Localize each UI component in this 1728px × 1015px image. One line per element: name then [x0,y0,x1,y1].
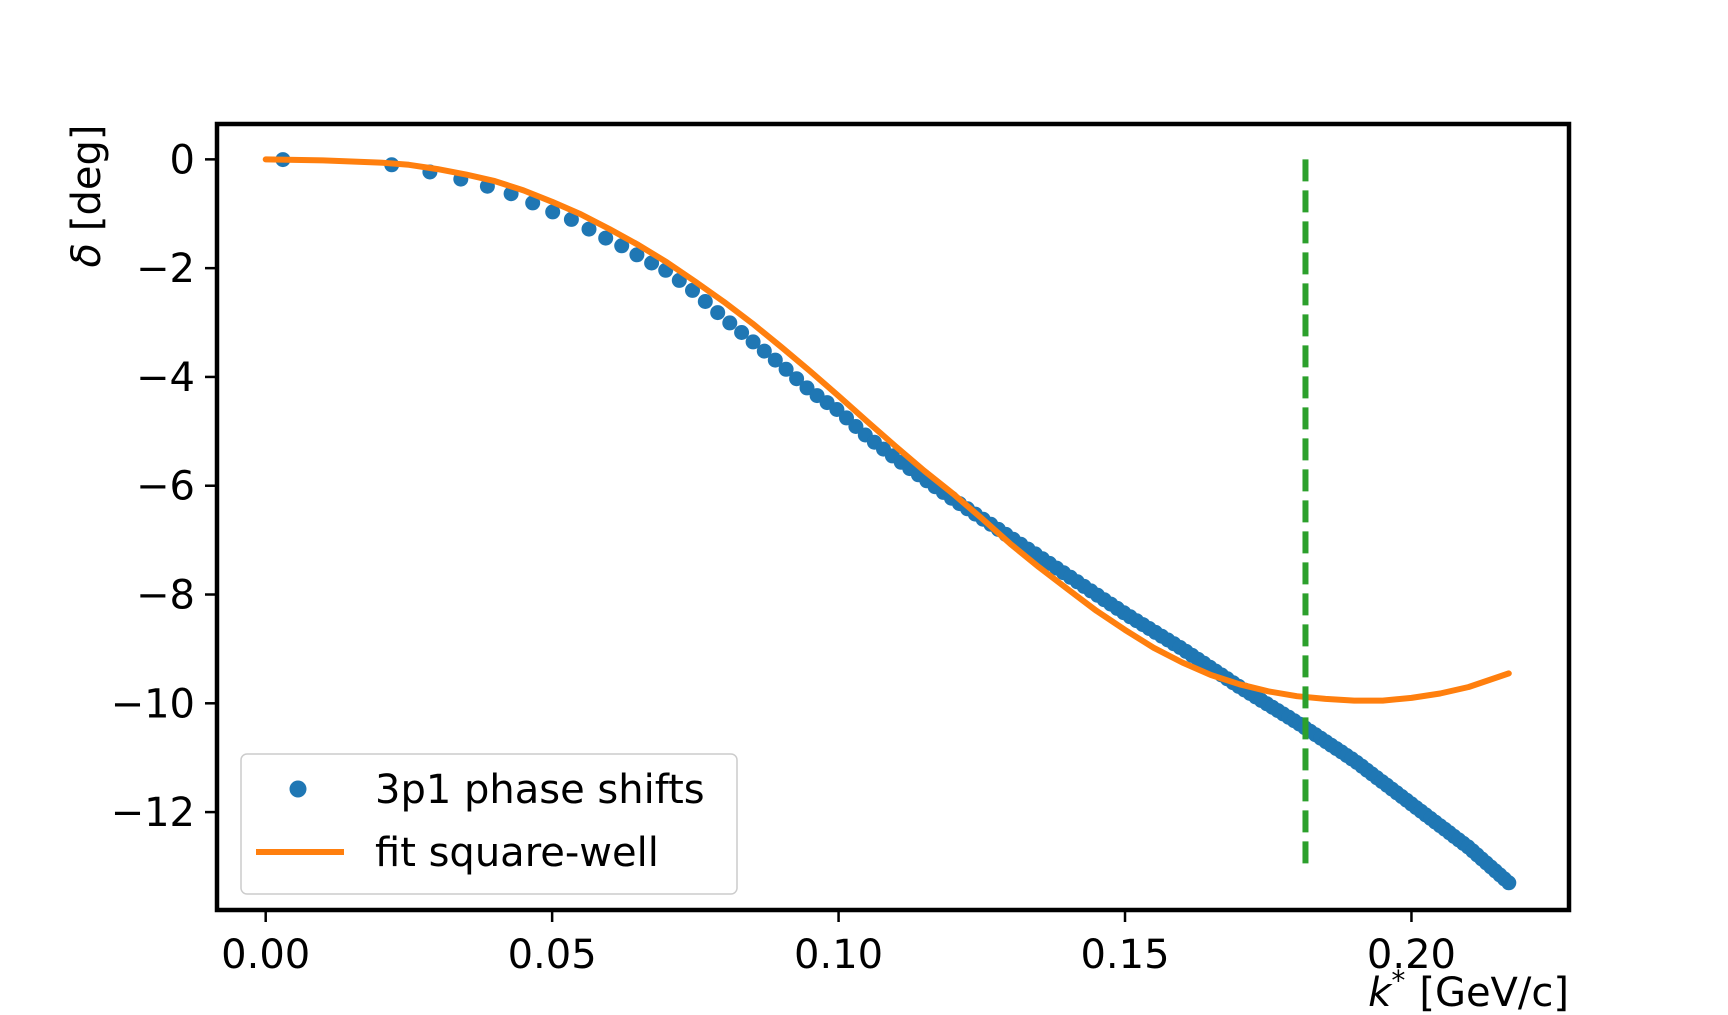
x-tick-label: 0.05 [508,932,597,978]
x-tick-label: 0.00 [221,932,310,978]
y-tick-label: −6 [136,464,195,510]
data-point [710,305,726,321]
y-tick-label: −8 [136,573,195,619]
y-tick-label: −2 [136,246,195,292]
y-tick-label: −10 [111,681,195,727]
x-axis-label-symbol: k [1368,970,1393,1015]
data-point [545,204,561,220]
y-tick-label: −12 [111,790,195,836]
x-axis-label-unit: [GeV/c] [1419,970,1569,1015]
data-point [563,211,579,227]
y-axis-label-symbol: δ [64,243,110,267]
y-tick-label: −4 [136,355,195,401]
x-tick-label: 0.15 [1080,932,1169,978]
y-tick-label: 0 [170,137,195,183]
series-fit-square-well-line [262,156,1512,704]
series-layer [262,152,1517,891]
legend-label-scatter: 3p1 phase shifts [375,767,705,813]
legend-marker-scatter [289,780,307,798]
data-point [644,255,660,271]
x-axis: 0.00 0.05 0.10 0.15 0.20 [221,910,1456,978]
data-point [525,195,541,211]
y-axis: 0 −2 −4 −6 −8 −10 −12 [111,137,217,836]
axes-frame [214,121,1572,913]
data-point [745,334,761,350]
data-point [789,371,805,387]
x-tick-label: 0.10 [794,932,883,978]
data-point [1501,875,1517,891]
data-point [697,294,713,309]
data-point [778,361,794,377]
legend-label-line: fit square-well [375,830,659,876]
y-axis-label-unit: [deg] [64,124,110,231]
data-point [581,221,597,237]
data-point [598,230,614,246]
legend-box [240,753,738,895]
y-axis-label: δ [deg] [64,124,110,267]
data-point [722,315,738,331]
data-point [685,282,700,298]
data-point [734,325,750,340]
x-tick-label: 0.20 [1367,932,1456,978]
data-point [629,247,645,263]
legend: 3p1 phase shifts fit square-well [240,753,738,895]
data-point [614,238,630,254]
x-axis-label: k* [GeV/c] [1368,964,1569,1015]
x-axis-label-superscript: * [1391,964,1405,997]
data-point [756,343,772,359]
data-point [767,352,783,368]
